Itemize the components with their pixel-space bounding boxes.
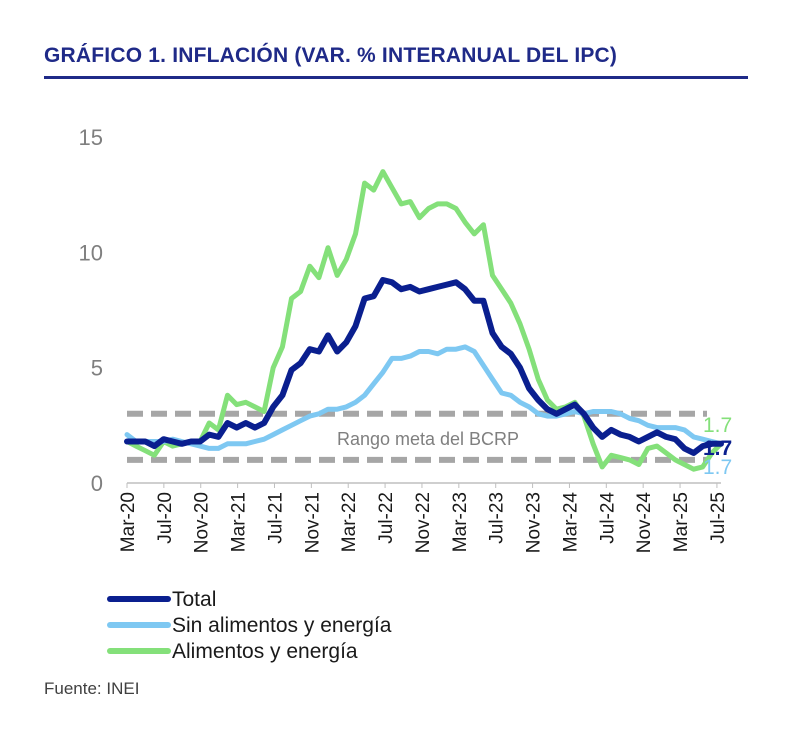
y-tick-label: 15 (79, 125, 103, 150)
end-label-1: 1.7 (703, 456, 732, 479)
y-tick-label: 5 (91, 356, 103, 381)
x-tick-label: Nov-23 (524, 492, 545, 553)
y-tick-label: 0 (91, 471, 103, 496)
x-tick-label: Mar-25 (671, 492, 692, 552)
x-tick-label: Nov-24 (634, 492, 655, 554)
series-lines (124, 169, 724, 472)
x-tick-label: Jul-20 (155, 492, 176, 544)
x-tick-label: Mar-21 (229, 492, 250, 552)
x-tick-label: Jul-21 (265, 492, 286, 544)
legend-label-2: Alimentos y energía (172, 640, 358, 663)
x-tick-label: Nov-22 (413, 492, 434, 553)
x-tick-label: Mar-23 (450, 492, 471, 552)
x-tick-label: Jul-22 (376, 492, 397, 544)
x-tick-label: Mar-24 (560, 492, 581, 553)
x-tick-label: Jul-25 (708, 492, 729, 544)
x-axis: Mar-20 Jul-20 Nov-20 Mar-21 Jul-21 Nov-21 Mar-… (118, 483, 729, 553)
chart-title: GRÁFICO 1. INFLACIÓN (VAR. % INTERANUAL … (44, 44, 618, 67)
end-label-2: 1.7 (703, 414, 732, 437)
title-underline (44, 76, 748, 79)
y-axis: 0 5 10 15 (79, 125, 103, 496)
x-tick-label: Nov-21 (302, 492, 323, 553)
series-line-2 (124, 169, 724, 472)
y-tick-label: 10 (79, 240, 103, 265)
x-tick-label: Jul-23 (487, 492, 508, 544)
legend-label-1: Sin alimentos y energía (172, 614, 392, 637)
end-labels: 1.71.71.7 (703, 414, 732, 479)
end-label-0: 1.7 (703, 437, 732, 460)
legend: Total Sin alimentos y energía Alimentos y … (107, 588, 392, 663)
x-tick-label: Nov-20 (192, 492, 213, 553)
series-line-0 (124, 277, 724, 456)
source-note: Fuente: INEI (44, 679, 140, 698)
series-line-1 (124, 344, 724, 451)
x-tick-label: Mar-22 (339, 492, 360, 552)
band-label: Rango meta del BCRP (337, 429, 519, 449)
x-tick-label: Jul-24 (597, 492, 618, 544)
x-tick-label: Mar-20 (118, 492, 139, 552)
legend-label-0: Total (172, 588, 216, 611)
